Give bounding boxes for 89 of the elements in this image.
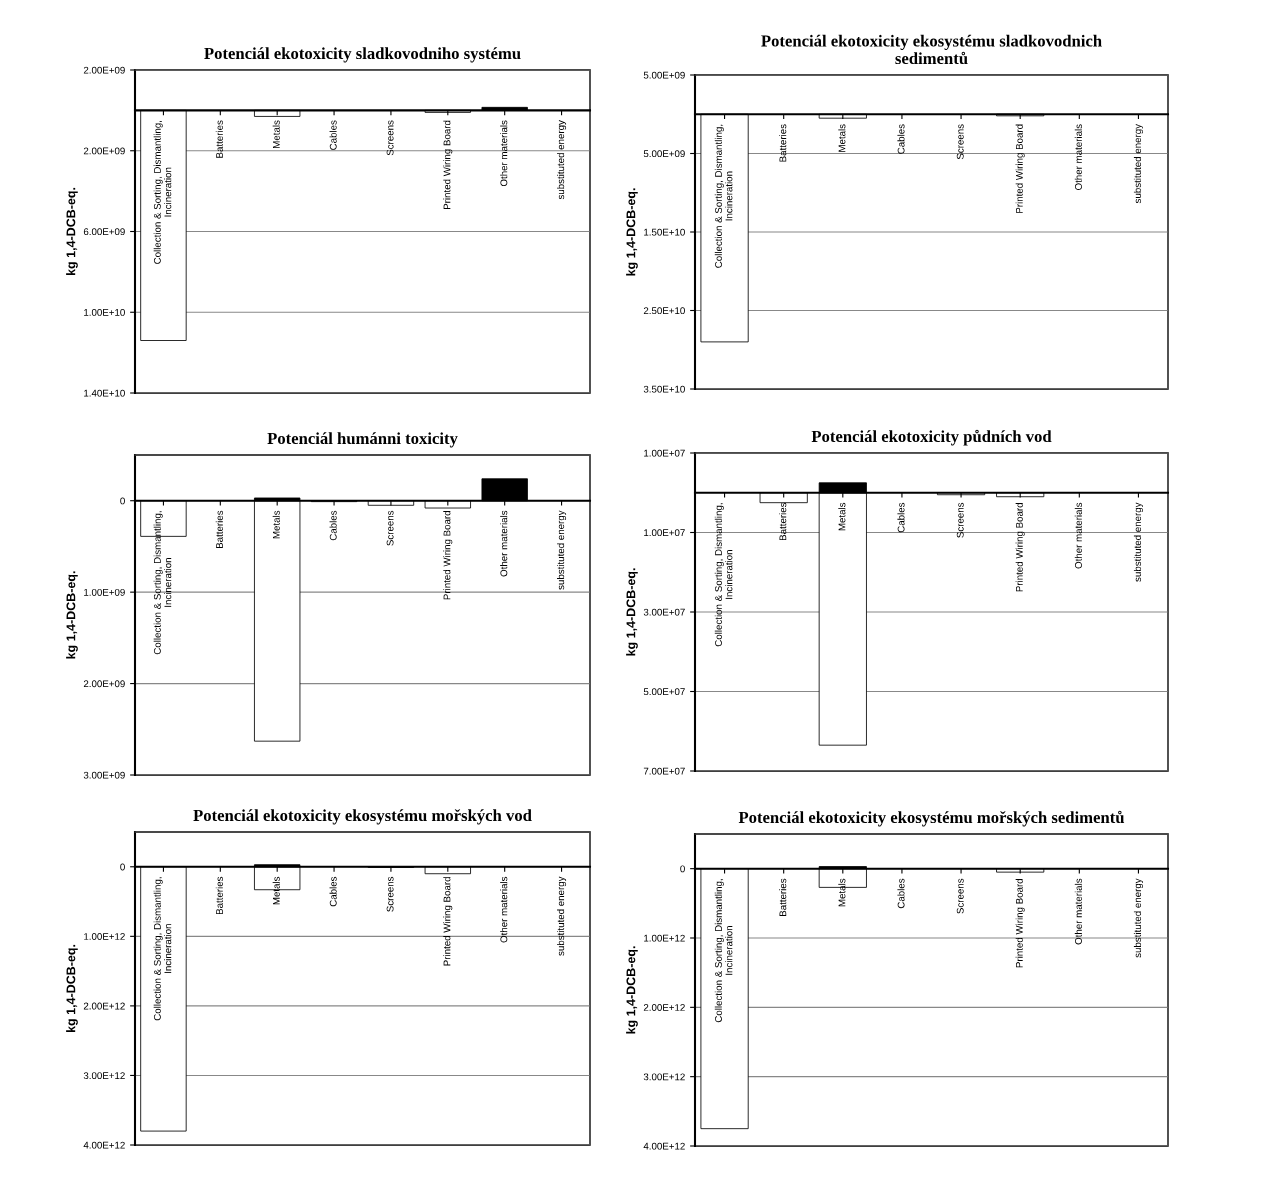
y-axis-title: kg 1,4-DCB-eq. [626,946,638,1034]
y-tick-label: 3.00E+09 [83,771,125,779]
y-tick-label: 0 [120,497,125,505]
x-tick-label: Screens [956,878,964,914]
y-tick-label: 7.00E+07 [643,767,685,775]
x-tick-label: Printed Wiring Board [443,120,453,209]
x-tick-label: Metals [838,124,846,152]
y-axis-title: kg 1,4-DCB-eq. [66,187,78,276]
x-tick-label: Collection & Sorting, Dismantling, Incineration [153,511,172,655]
y-tick-label: 0 [680,865,685,873]
x-tick-label: Other materials [1074,124,1082,190]
x-tick-label: Screens [956,124,964,160]
x-tick-label: Screens [956,502,964,538]
chart-title: Potenciál ekotoxicity ekosystému mořských sedimentů [738,810,1125,827]
y-tick-label: 1.00E+09 [84,588,125,596]
x-tick-label: substituted energy [1133,502,1143,582]
x-tick-label: Batteries [779,502,787,541]
y-tick-label: 1.00E+10 [84,308,125,316]
y-axis-title: kg 1,4-DCB-eq. [626,568,638,656]
y-tick-label: 1.40E+10 [84,389,125,397]
x-tick-label: Collection & Sorting, Dismantling, Incineration [153,877,172,1021]
y-tick-label: 3.00E+07 [643,608,685,616]
y-tick-label: 1.00E+07 [644,529,685,537]
x-tick-label: Batteries [215,876,223,915]
y-tick-label: 3.00E+12 [643,1073,685,1081]
x-tick-label: Collection & Sorting, Dismantling, Incineration [714,879,733,1023]
x-tick-label: Collection & Sorting, Dismantling, Incineration [714,124,733,268]
y-tick-label: 1.50E+10 [644,228,685,236]
y-tick-label: 0 [120,863,125,871]
x-tick-label: Other materials [1074,878,1082,945]
y-tick-label: 2.00E+09 [83,680,125,688]
x-tick-label: Printed Wiring Board [1015,503,1025,592]
x-tick-label: substituted energy [1133,878,1143,958]
y-axis-title: kg 1,4-DCB-eq. [66,944,78,1033]
x-tick-label: Printed Wiring Board [443,877,453,966]
y-tick-label: 2.00E+09 [83,66,125,74]
y-axis-title: kg 1,4-DCB-eq. [66,571,78,659]
y-tick-label: 5.00E+09 [643,150,685,158]
x-tick-label: Screens [386,876,394,912]
y-tick-label: 1.00E+12 [84,933,125,940]
x-tick-label: substituted energy [1133,123,1143,204]
x-tick-label: Batteries [779,124,787,162]
y-tick-label: 2.00E+09 [83,147,125,155]
x-tick-label: Metals [838,502,846,531]
x-tick-label: Cables [329,510,337,541]
x-tick-label: substituted energy [557,876,567,956]
x-tick-label: Collection & Sorting, Dismantling, Incineration [153,120,172,264]
x-tick-label: Batteries [215,510,223,548]
x-tick-label: Cables [329,120,337,150]
x-tick-label: Batteries [779,878,787,916]
y-tick-label: 4.00E+12 [643,1142,685,1150]
x-tick-label: Screens [386,120,394,156]
x-tick-label: Metals [272,120,280,148]
x-tick-label: Printed Wiring Board [1015,124,1025,213]
y-tick-label: 2.00E+12 [83,1002,125,1010]
x-tick-label: Other materials [500,876,508,943]
x-tick-label: Cables [329,876,337,907]
x-tick-label: Cables [897,124,905,154]
y-tick-label: 6.00E+09 [83,228,125,236]
x-tick-label: Metals [272,510,280,539]
x-tick-label: Other materials [500,510,508,577]
x-tick-label: Cables [897,878,905,909]
x-tick-label: Cables [897,502,905,533]
chart-title: Potenciál ekotoxicity sladkovodniho systému [204,47,521,63]
y-axis-title: kg 1,4-DCB-eq. [626,188,638,276]
x-tick-label: substituted energy [557,510,567,590]
chart-title: Potenciál ekotoxicity ekosystému sladkovodnich sedimentů [761,34,1102,65]
chart-title: Potenciál ekotoxicity ekosystému mořských vod [193,809,532,825]
x-tick-label: Other materials [1074,502,1082,569]
y-tick-label: 3.50E+10 [643,385,685,393]
x-tick-label: Metals [272,876,280,905]
y-tick-label: 3.00E+12 [83,1072,125,1080]
y-tick-label: 5.00E+09 [643,71,685,79]
y-tick-label: 2.00E+12 [643,1004,685,1011]
x-tick-label: Other materials [500,120,508,187]
x-tick-label: Printed Wiring Board [443,511,453,600]
y-tick-label: 4.00E+12 [83,1141,125,1149]
y-tick-label: 1.00E+12 [644,934,685,942]
chart-title: Potenciál ekotoxicity půdních vod [811,429,1052,446]
y-tick-label: 1.00E+07 [644,449,685,457]
x-tick-label: Batteries [215,120,223,158]
x-tick-label: Screens [386,510,394,546]
y-tick-label: 2.50E+10 [643,307,685,315]
x-tick-label: substituted energy [557,120,567,200]
x-tick-label: Metals [838,878,846,907]
x-tick-label: Collection & Sorting, Dismantling, Incineration [714,503,733,647]
chart-title: Potenciál humánni toxicity [267,432,458,448]
y-tick-label: 5.00E+07 [643,688,685,696]
x-tick-label: Printed Wiring Board [1015,879,1025,968]
